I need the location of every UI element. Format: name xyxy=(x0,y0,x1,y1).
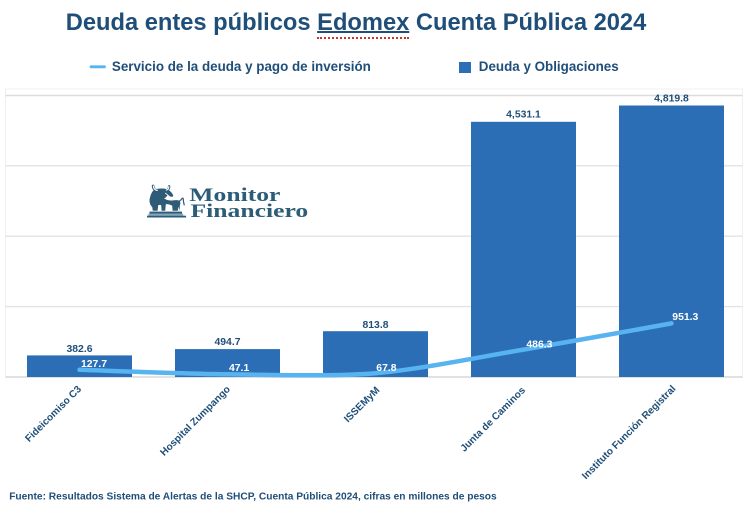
svg-text:Servicio de la deuda y pago de: Servicio de la deuda y pago de inversión xyxy=(112,59,371,74)
svg-text:ISSEMyM: ISSEMyM xyxy=(342,385,382,425)
svg-text:Fideicomiso C3: Fideicomiso C3 xyxy=(23,384,84,445)
svg-text:4,819.8: 4,819.8 xyxy=(654,94,689,105)
svg-text:Instituto Función Registral: Instituto Función Registral xyxy=(580,384,678,482)
svg-text:494.7: 494.7 xyxy=(214,337,240,348)
svg-text:67.8: 67.8 xyxy=(376,363,396,374)
svg-text:47.1: 47.1 xyxy=(229,363,249,374)
svg-text:Fuente: Resultados Sistema de: Fuente: Resultados Sistema de Alertas de… xyxy=(9,491,497,502)
svg-text:127.7: 127.7 xyxy=(81,359,107,370)
svg-text:382.6: 382.6 xyxy=(66,344,92,355)
svg-text:951.3: 951.3 xyxy=(672,312,698,323)
svg-text:Monitor: Monitor xyxy=(189,184,280,205)
svg-text:Junta de Caminos: Junta de Caminos xyxy=(459,385,529,455)
svg-text:Deuda y Obligaciones: Deuda y Obligaciones xyxy=(479,59,619,74)
svg-text:Financiero: Financiero xyxy=(191,200,309,221)
svg-text:4,531.1: 4,531.1 xyxy=(506,110,541,121)
svg-text:Hospital Zumpango: Hospital Zumpango xyxy=(159,384,233,458)
svg-text:813.8: 813.8 xyxy=(362,320,388,331)
svg-text:486.3: 486.3 xyxy=(526,339,552,350)
